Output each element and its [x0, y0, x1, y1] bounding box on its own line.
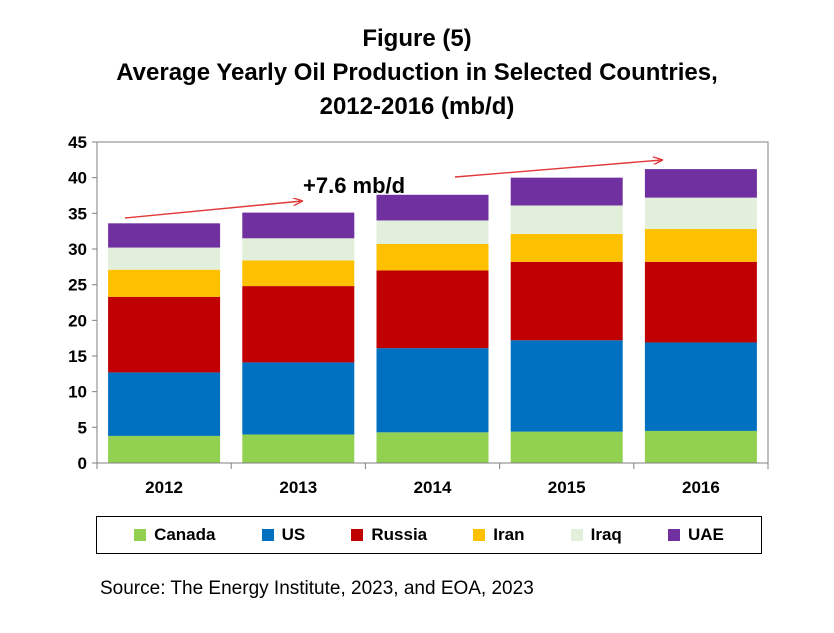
bar-russia-2014 — [376, 270, 489, 349]
bar-russia-2016 — [644, 261, 757, 343]
x-tick-label-2014: 2014 — [414, 478, 452, 497]
source-note: Source: The Energy Institute, 2023, and … — [100, 578, 534, 599]
legend-label-canada: Canada — [154, 525, 216, 544]
x-tick-label-2013: 2013 — [279, 478, 317, 497]
legend-item-russia: Russia — [351, 525, 427, 545]
y-tick-label-35: 35 — [68, 204, 87, 223]
bar-uae-2013 — [242, 212, 355, 239]
legend-label-iraq: Iraq — [590, 525, 622, 544]
bar-iran-2014 — [376, 244, 489, 271]
y-tick-label-40: 40 — [68, 169, 87, 188]
y-tick-label-20: 20 — [68, 311, 87, 330]
bar-canada-2013 — [242, 434, 355, 463]
legend-item-iraq: Iraq — [570, 525, 622, 545]
bar-us-2016 — [644, 342, 757, 431]
legend-swatch-russia — [351, 529, 364, 541]
bar-iraq-2012 — [108, 247, 221, 270]
x-tick-label-2016: 2016 — [682, 478, 720, 497]
legend-item-us: US — [261, 525, 306, 545]
y-tick-label-10: 10 — [68, 383, 87, 402]
y-tick-label-25: 25 — [68, 276, 87, 295]
bar-uae-2012 — [108, 223, 221, 248]
legend-swatch-us — [261, 529, 274, 541]
bar-canada-2014 — [376, 432, 489, 463]
bar-uae-2015 — [510, 177, 623, 206]
chart-title: Figure (5) Average Yearly Oil Production… — [0, 22, 834, 124]
bar-iran-2015 — [510, 234, 623, 262]
legend-label-iran: Iran — [493, 525, 525, 544]
bar-russia-2013 — [242, 286, 355, 363]
legend-item-canada: Canada — [134, 525, 215, 545]
y-tick-label-0: 0 — [78, 454, 87, 473]
bar-russia-2012 — [108, 296, 221, 373]
legend-item-iran: Iran — [473, 525, 524, 545]
x-tick-label-2015: 2015 — [548, 478, 586, 497]
bar-us-2014 — [376, 348, 489, 433]
y-tick-label-30: 30 — [68, 240, 87, 259]
bar-uae-2014 — [376, 194, 489, 221]
bar-us-2015 — [510, 340, 623, 432]
bar-iraq-2015 — [510, 205, 623, 235]
trend-arrow-left — [124, 201, 302, 219]
x-tick-label-2012: 2012 — [145, 478, 183, 497]
legend-swatch-iraq — [570, 529, 583, 541]
trend-arrow-right — [454, 160, 662, 178]
bar-us-2013 — [242, 362, 355, 435]
y-tick-label-5: 5 — [78, 418, 87, 437]
legend-swatch-uae — [667, 529, 680, 541]
legend-swatch-canada — [134, 529, 147, 541]
growth-annotation: +7.6 mb/d — [303, 173, 405, 198]
plot-area: 0 5 10 15 20 25 30 35 40 45 2012 2013 2014 2015 2016 — [68, 133, 769, 497]
bar-uae-2016 — [644, 169, 757, 198]
legend-label-us: US — [281, 525, 306, 544]
bar-us-2012 — [108, 372, 221, 436]
bar-russia-2015 — [510, 261, 623, 341]
bar-iran-2012 — [108, 269, 221, 297]
bar-canada-2016 — [644, 430, 757, 463]
bar-iraq-2016 — [644, 197, 757, 230]
legend: Canada US Russia Iran Iraq UAE — [96, 516, 762, 554]
bar-canada-2012 — [108, 435, 221, 463]
legend-label-uae: UAE — [687, 525, 724, 544]
bar-iraq-2014 — [376, 220, 489, 245]
legend-label-russia: Russia — [371, 525, 428, 544]
bar-iraq-2013 — [242, 238, 355, 261]
legend-item-uae: UAE — [667, 525, 724, 545]
bar-iran-2016 — [644, 229, 757, 262]
legend-swatch-iran — [473, 529, 486, 541]
title-line-3: 2012-2016 (mb/d) — [319, 93, 515, 120]
title-line-1: Figure (5) — [362, 25, 472, 52]
bar-canada-2015 — [510, 431, 623, 463]
y-tick-label-45: 45 — [68, 133, 87, 152]
y-tick-label-15: 15 — [68, 347, 87, 366]
bar-iran-2013 — [242, 260, 355, 287]
title-line-2: Average Yearly Oil Production in Selecte… — [116, 59, 718, 86]
